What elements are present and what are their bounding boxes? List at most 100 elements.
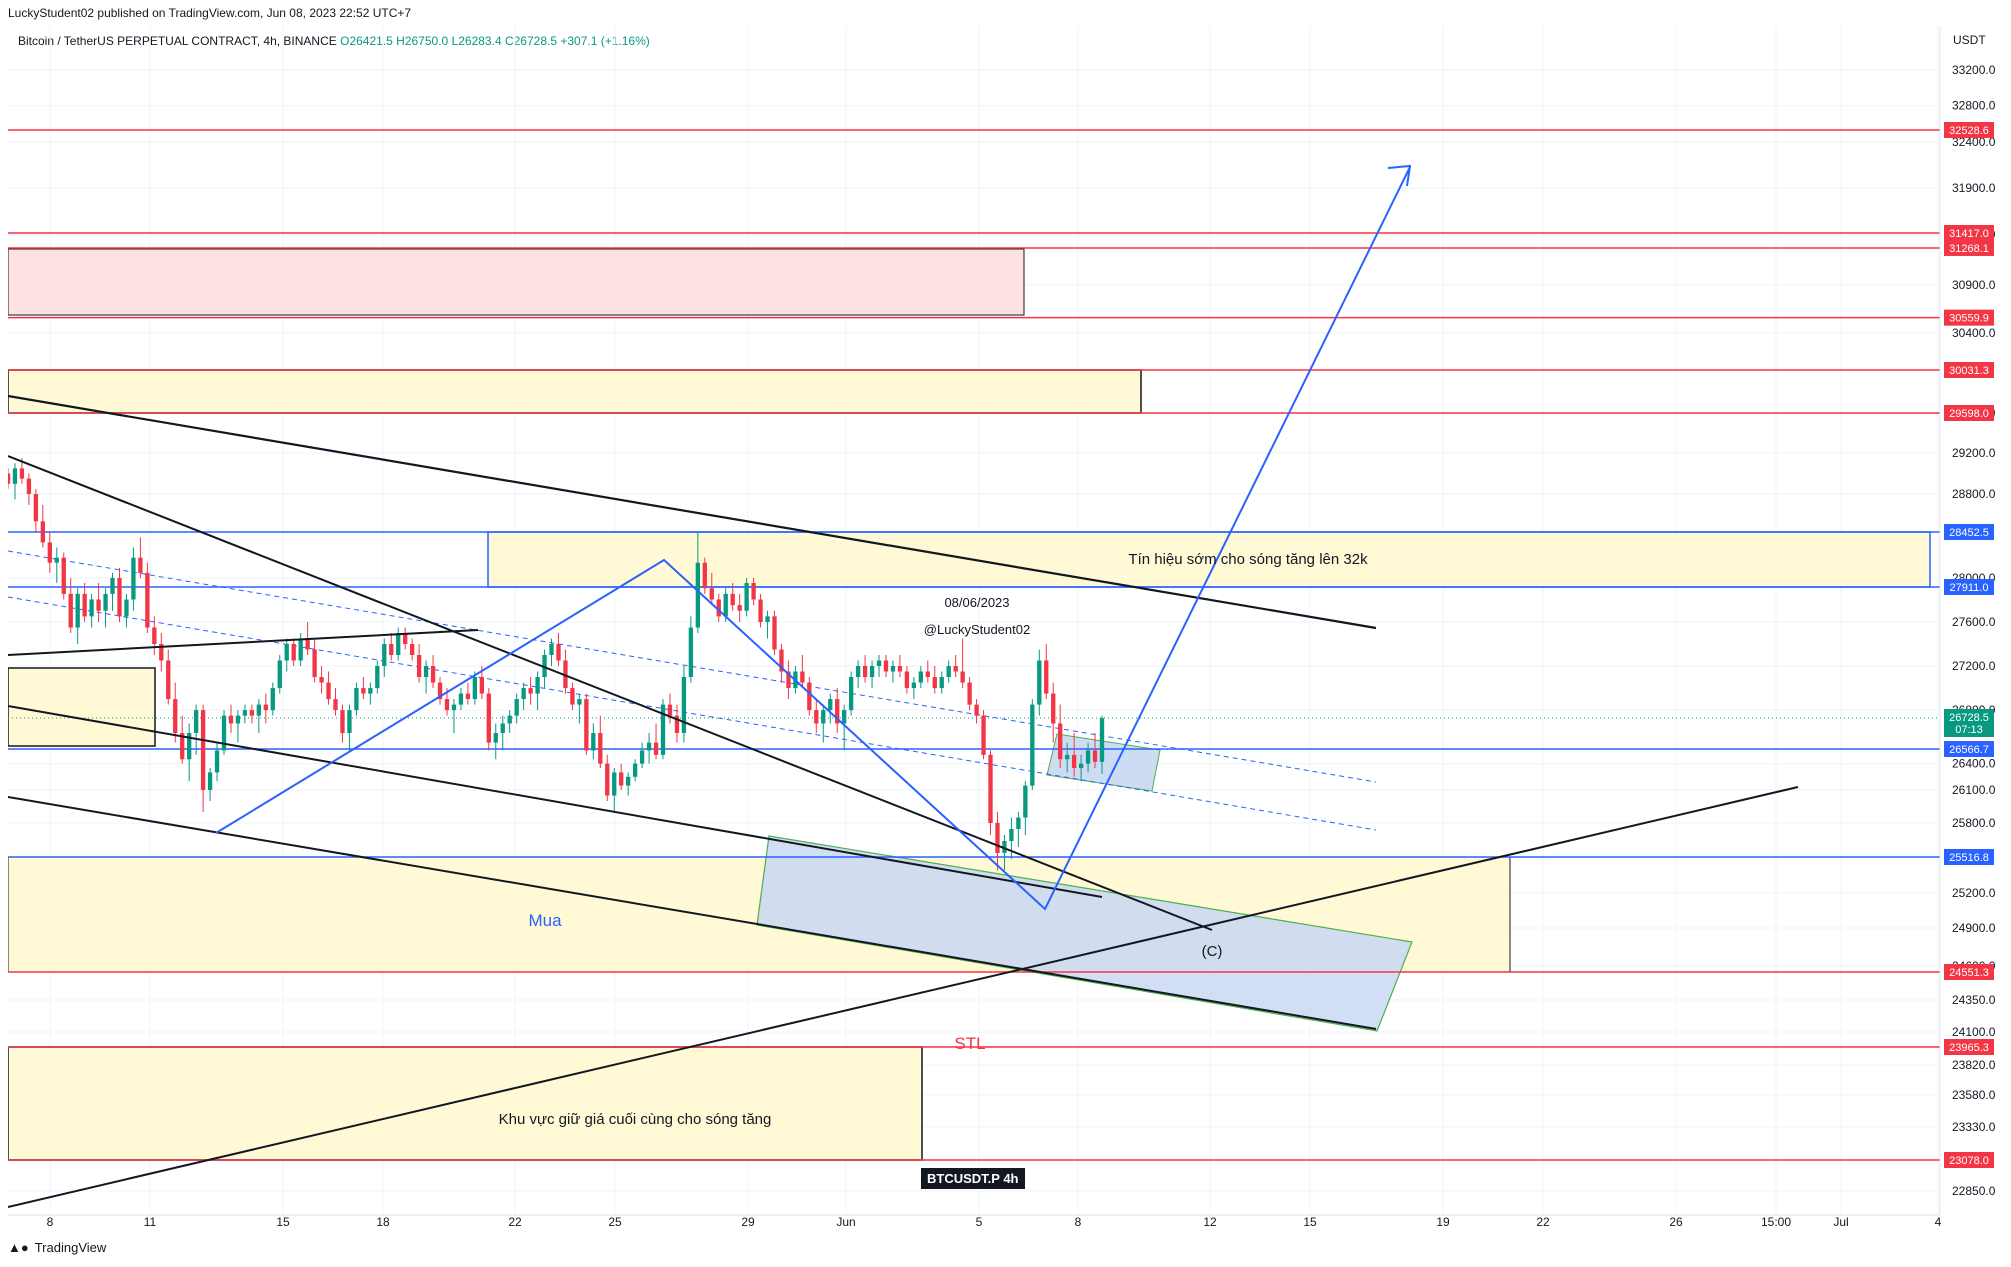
candle-body bbox=[263, 704, 268, 711]
candle-body bbox=[835, 699, 840, 724]
left-zone-yellow bbox=[8, 667, 156, 747]
candle-body bbox=[368, 688, 373, 694]
candle-body bbox=[40, 521, 46, 543]
candle-body bbox=[19, 468, 25, 479]
price-level-badge bbox=[1944, 964, 1994, 980]
candle-body bbox=[612, 772, 617, 796]
price-tick-label: 30900.0 bbox=[1952, 278, 1996, 292]
price-level-badge bbox=[1944, 1152, 1994, 1168]
candle-body bbox=[200, 710, 206, 790]
price-level-label: 32528.6 bbox=[1949, 125, 1989, 137]
price-tick-label: 24350.0 bbox=[1952, 993, 1996, 1007]
price-level-label: 26566.7 bbox=[1949, 744, 1989, 756]
candle-body bbox=[619, 772, 624, 786]
price-tick-label: 33200.0 bbox=[1952, 63, 1996, 77]
level-lines bbox=[8, 129, 1940, 1161]
price-level-label: 31417.0 bbox=[1949, 228, 1989, 240]
candle-body bbox=[145, 572, 150, 628]
time-tick-label: 18 bbox=[376, 1215, 390, 1229]
early-signal-label: Tín hiệu sớm cho sóng tăng lên 32k bbox=[1128, 551, 1368, 568]
candle-body bbox=[821, 710, 826, 724]
price-tick-label: 23820.0 bbox=[1952, 1058, 1996, 1072]
candle-body bbox=[291, 644, 296, 661]
candle-body bbox=[556, 644, 561, 661]
candle-body bbox=[897, 666, 903, 672]
candle-body bbox=[918, 671, 923, 683]
candle-body bbox=[451, 704, 457, 711]
time-tick-label: 5 bbox=[976, 1215, 983, 1229]
candle-body bbox=[1023, 785, 1028, 818]
candle-body bbox=[409, 644, 415, 655]
candle-body bbox=[312, 649, 317, 678]
candle-body bbox=[47, 542, 52, 563]
candle-body bbox=[653, 742, 659, 755]
candle-body bbox=[382, 644, 387, 666]
price-level-label: 23078.0 bbox=[1949, 1155, 1989, 1167]
candle-body bbox=[730, 593, 735, 606]
resistance-zone-yellow bbox=[8, 369, 1142, 414]
candle-body bbox=[500, 723, 505, 734]
candle-body bbox=[187, 733, 192, 760]
price-tick-label: 31900.0 bbox=[1952, 181, 1996, 195]
price-tick-label: 24900.0 bbox=[1952, 921, 1996, 935]
candle-body bbox=[681, 677, 687, 734]
blue-projection-zone bbox=[756, 835, 1413, 1032]
candle-body bbox=[375, 666, 380, 689]
candle-body bbox=[444, 699, 450, 711]
price-level-label: 24551.3 bbox=[1949, 967, 1989, 979]
candle-body bbox=[911, 682, 917, 689]
candle-body bbox=[674, 715, 680, 734]
footer-brand[interactable]: ▲● TradingView bbox=[8, 1240, 106, 1255]
price-tick-label: 25800.0 bbox=[1952, 816, 1996, 830]
wave-c-label: (C) bbox=[1202, 943, 1223, 960]
candle-body bbox=[765, 616, 770, 622]
publisher-line: LuckyStudent02 published on TradingView.… bbox=[8, 6, 412, 20]
candle-body bbox=[298, 638, 303, 661]
symbol-name[interactable]: Bitcoin / TetherUS PERPETUAL CONTRACT, 4… bbox=[18, 34, 337, 48]
candle-body bbox=[138, 557, 143, 573]
candle-body bbox=[716, 599, 721, 617]
time-tick-label: 15:00 bbox=[1761, 1215, 1791, 1229]
trendline-wedge-top bbox=[8, 455, 1213, 931]
candle-body bbox=[577, 699, 582, 705]
candle-body bbox=[626, 776, 631, 786]
candle-body bbox=[117, 577, 122, 617]
candle-body bbox=[744, 583, 749, 611]
candle-body bbox=[221, 715, 227, 751]
price-level-badge bbox=[1944, 524, 1994, 540]
candle-body bbox=[403, 633, 408, 644]
time-tick-label: 8 bbox=[47, 1215, 54, 1229]
candle-body bbox=[430, 666, 436, 683]
price-tick-label: 28800.0 bbox=[1952, 487, 1996, 501]
wave-arrow-head bbox=[1387, 164, 1412, 187]
candle-body bbox=[695, 562, 701, 628]
candle-body bbox=[479, 677, 484, 694]
candle-body bbox=[1099, 718, 1105, 762]
candle-body bbox=[82, 593, 87, 617]
time-tick-label: 15 bbox=[276, 1215, 290, 1229]
candle-body bbox=[54, 557, 59, 563]
price-tick-label: 26100.0 bbox=[1952, 783, 1996, 797]
candle-body bbox=[96, 599, 101, 611]
candle-body bbox=[423, 666, 429, 678]
candle-body bbox=[702, 562, 707, 589]
candle-body bbox=[709, 588, 714, 600]
price-tick-label: 25200.0 bbox=[1952, 886, 1996, 900]
candle-body bbox=[193, 710, 199, 734]
candle-body bbox=[988, 754, 993, 823]
time-tick-label: 22 bbox=[1536, 1215, 1550, 1229]
candle-body bbox=[26, 478, 32, 494]
price-level-badge bbox=[1944, 405, 1994, 421]
candle-body bbox=[960, 671, 965, 683]
candle-body bbox=[1037, 660, 1042, 705]
candle-body bbox=[632, 763, 638, 777]
candle-body bbox=[758, 599, 763, 622]
candle-body bbox=[807, 682, 812, 711]
candle-body bbox=[1085, 750, 1091, 764]
candle-body bbox=[772, 616, 777, 650]
last-price-label: 26728.5 bbox=[1949, 712, 1989, 724]
price-tick-label: 27600.0 bbox=[1952, 615, 1996, 629]
candle-body bbox=[1044, 660, 1049, 694]
candle-body bbox=[786, 671, 791, 689]
